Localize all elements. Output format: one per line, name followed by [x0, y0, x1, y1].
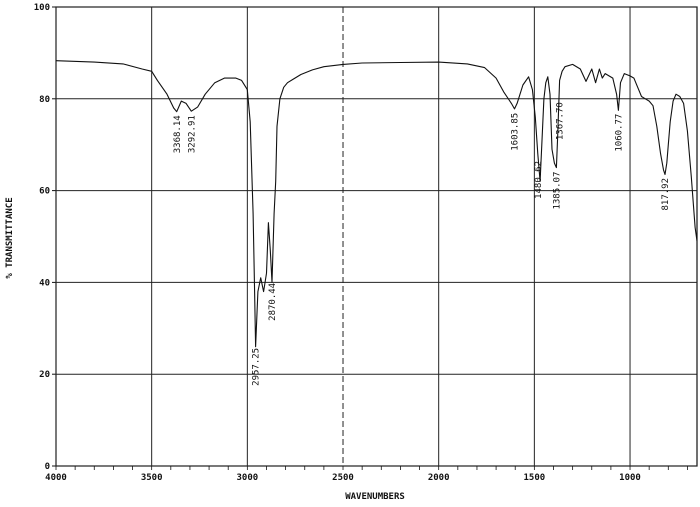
tick-labels: 0 20 40 60 80 100 4000 3500 3000 2500 2000 1500 1000	[34, 3, 641, 483]
peak-label: 2957.25	[252, 348, 262, 386]
peak-label: 1060.77	[614, 114, 624, 152]
peak-label: 2870.44	[268, 283, 278, 321]
x-tick-label: 4000	[45, 473, 67, 483]
y-tick-label: 20	[39, 370, 50, 380]
peak-label: 1603.85	[511, 113, 521, 151]
peak-label: 3368.14	[173, 115, 183, 153]
x-tick-label: 3500	[141, 473, 163, 483]
x-tick-label: 1000	[619, 473, 641, 483]
y-axis-label: % TRANSMITTANCE	[5, 197, 15, 278]
peak-label: 1385.07	[552, 172, 562, 210]
spectrum-line	[55, 60, 698, 348]
y-tick-label: 60	[39, 187, 50, 197]
x-tick-label: 3000	[236, 473, 258, 483]
y-tick-label: 0	[45, 462, 50, 472]
peak-label: 817.92	[661, 178, 671, 211]
y-tick-label: 40	[39, 278, 50, 288]
y-tick-label: 100	[34, 3, 50, 13]
peak-label: 3292.91	[187, 115, 197, 153]
series-layer	[55, 60, 698, 348]
x-tick-label: 2500	[332, 473, 354, 483]
x-axis-label: WAVENUMBERS	[345, 492, 405, 502]
peak-label: 1480.62	[534, 161, 544, 199]
peak-label: 1367.70	[556, 102, 566, 140]
x-tick-label: 1500	[524, 473, 546, 483]
grid-layer	[52, 6, 698, 470]
peak-annotations: 3368.14 3292.91 2957.25 2870.44 1603.85 1480.…	[173, 102, 671, 386]
y-tick-label: 80	[39, 95, 50, 105]
x-tick-label: 2000	[428, 473, 450, 483]
